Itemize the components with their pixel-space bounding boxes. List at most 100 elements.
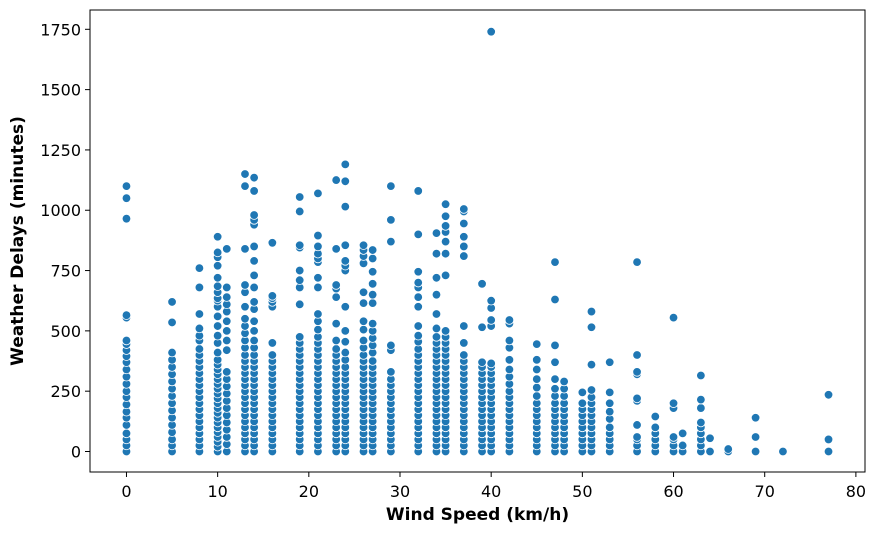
data-point [358, 316, 369, 326]
data-point [121, 335, 132, 346]
data-point [750, 413, 761, 423]
data-point [431, 273, 442, 283]
data-point [295, 206, 305, 217]
data-point [431, 248, 442, 259]
data-point [677, 440, 688, 451]
data-point [313, 230, 323, 241]
data-point [413, 267, 423, 277]
data-point [358, 287, 369, 297]
data-point [367, 356, 378, 366]
plot-frame [89, 9, 866, 473]
data-point [121, 193, 132, 203]
data-point [386, 367, 396, 377]
data-point [532, 391, 542, 401]
data-point [222, 335, 232, 346]
data-point [313, 188, 323, 199]
data-point [194, 323, 205, 334]
y-tick-label: 250 [50, 382, 81, 401]
data-point [340, 347, 350, 358]
y-axis: 0 250 500 750 1000 1250 1500 1750 [40, 20, 90, 461]
data-point [440, 221, 451, 231]
data-point [267, 238, 278, 248]
data-point [340, 176, 350, 186]
y-tick-label: 1000 [40, 201, 81, 220]
data-point [459, 350, 469, 360]
data-point [240, 169, 250, 179]
data-point [431, 309, 442, 319]
data-point [459, 241, 469, 252]
data-point [650, 411, 660, 422]
data-point [331, 175, 341, 185]
data-point [440, 211, 451, 221]
data-point [212, 281, 223, 291]
data-point [212, 311, 223, 322]
data-point [532, 364, 542, 375]
data-point [586, 359, 597, 370]
data-point [440, 199, 451, 209]
data-point [413, 229, 423, 240]
data-point [440, 248, 451, 259]
data-point [358, 335, 369, 346]
data-point [249, 256, 259, 266]
x-tick-label: 80 [846, 482, 866, 501]
data-point [431, 228, 442, 238]
data-point [413, 302, 423, 312]
data-point [386, 215, 396, 225]
data-point [249, 326, 259, 336]
data-point [222, 282, 232, 293]
data-point [240, 181, 250, 191]
data-point [367, 245, 378, 255]
data-point [358, 240, 369, 250]
y-tick-label: 500 [50, 322, 81, 341]
data-point [295, 299, 305, 310]
data-point [413, 321, 423, 331]
data-point [249, 282, 259, 293]
data-point [313, 241, 323, 252]
x-axis-label: Wind Speed (km/h) [386, 505, 569, 525]
data-point [532, 374, 542, 384]
data-point [340, 256, 350, 266]
y-tick-label: 0 [71, 442, 81, 461]
x-tick-label: 0 [121, 482, 131, 501]
data-point [386, 236, 396, 247]
data-point [586, 322, 597, 332]
data-point [550, 294, 560, 305]
data-point [212, 321, 223, 331]
data-point [413, 186, 423, 196]
data-point [459, 218, 469, 229]
data-point [358, 324, 369, 335]
data-point [459, 232, 469, 242]
data-point [222, 345, 232, 355]
data-point [295, 332, 305, 342]
data-point [367, 267, 378, 277]
data-point [121, 213, 132, 224]
data-point [431, 323, 442, 334]
data-point [212, 273, 223, 283]
x-tick-label: 20 [299, 482, 319, 501]
data-point [167, 317, 177, 328]
data-point [340, 159, 350, 170]
x-tick-label: 40 [481, 482, 501, 501]
data-point [486, 358, 496, 369]
data-point [605, 422, 615, 433]
data-point [440, 326, 451, 336]
y-axis-label: Weather Delays (minutes) [8, 116, 28, 366]
data-point [386, 340, 396, 351]
data-point [550, 340, 560, 351]
x-tick-label: 30 [390, 482, 410, 501]
data-point [222, 244, 232, 254]
data-point [440, 270, 451, 281]
data-point [504, 315, 515, 325]
data-point [650, 422, 660, 433]
x-axis: 0 10 20 30 40 50 60 70 80 [121, 472, 866, 501]
data-point [677, 428, 688, 439]
data-point [367, 253, 378, 264]
data-point [696, 370, 706, 381]
data-point [212, 232, 223, 242]
data-point [313, 282, 323, 293]
data-point [632, 257, 642, 267]
data-point [249, 297, 259, 307]
x-tick-label: 50 [572, 482, 592, 501]
data-point [340, 240, 350, 250]
